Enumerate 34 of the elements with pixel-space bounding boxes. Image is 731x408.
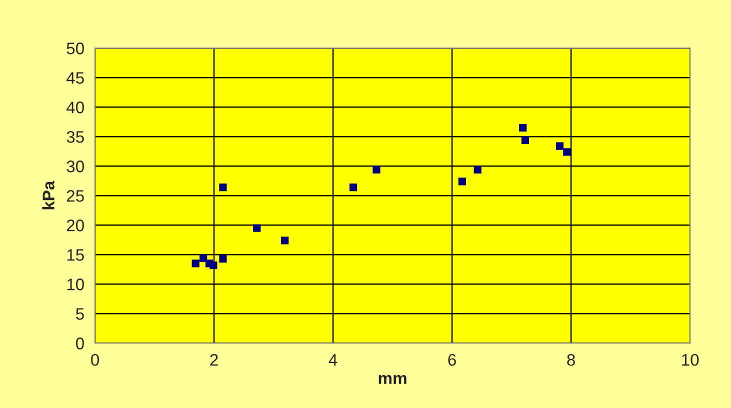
point xyxy=(200,254,208,262)
point xyxy=(458,178,466,186)
x-tick-label: 6 xyxy=(448,354,456,366)
point xyxy=(349,184,358,192)
y-tick-label: 30 xyxy=(66,160,84,172)
y-tick-label: 25 xyxy=(66,190,84,202)
y-tick-label: 10 xyxy=(67,278,84,290)
x-tick-label: 8 xyxy=(567,354,575,366)
y-axis-title: kPa xyxy=(42,180,54,210)
point xyxy=(219,254,227,263)
y-tick-label: 15 xyxy=(67,249,84,261)
point xyxy=(563,148,571,156)
point xyxy=(281,236,289,244)
point xyxy=(372,166,380,174)
y-tick-label: 40 xyxy=(66,102,84,114)
point xyxy=(219,184,227,192)
point xyxy=(253,224,261,232)
x-tick-label: 0 xyxy=(91,354,100,366)
y-tick-label: 50 xyxy=(66,42,84,54)
y-tick-label: 45 xyxy=(66,72,84,84)
x-axis-title: mm xyxy=(378,374,406,384)
point xyxy=(556,142,564,150)
y-tick-label: 20 xyxy=(66,220,84,232)
x-tick-label: 4 xyxy=(328,354,338,366)
point xyxy=(521,136,530,144)
x-tick-label: 10 xyxy=(682,354,699,366)
x-tick-label: 2 xyxy=(210,354,218,366)
y-tick-label: 5 xyxy=(76,308,84,320)
point xyxy=(192,260,200,268)
y-tick-label: 0 xyxy=(76,338,84,350)
y-tick-label: 35 xyxy=(66,131,84,143)
point xyxy=(210,261,218,270)
point xyxy=(474,166,482,174)
point xyxy=(519,124,527,132)
